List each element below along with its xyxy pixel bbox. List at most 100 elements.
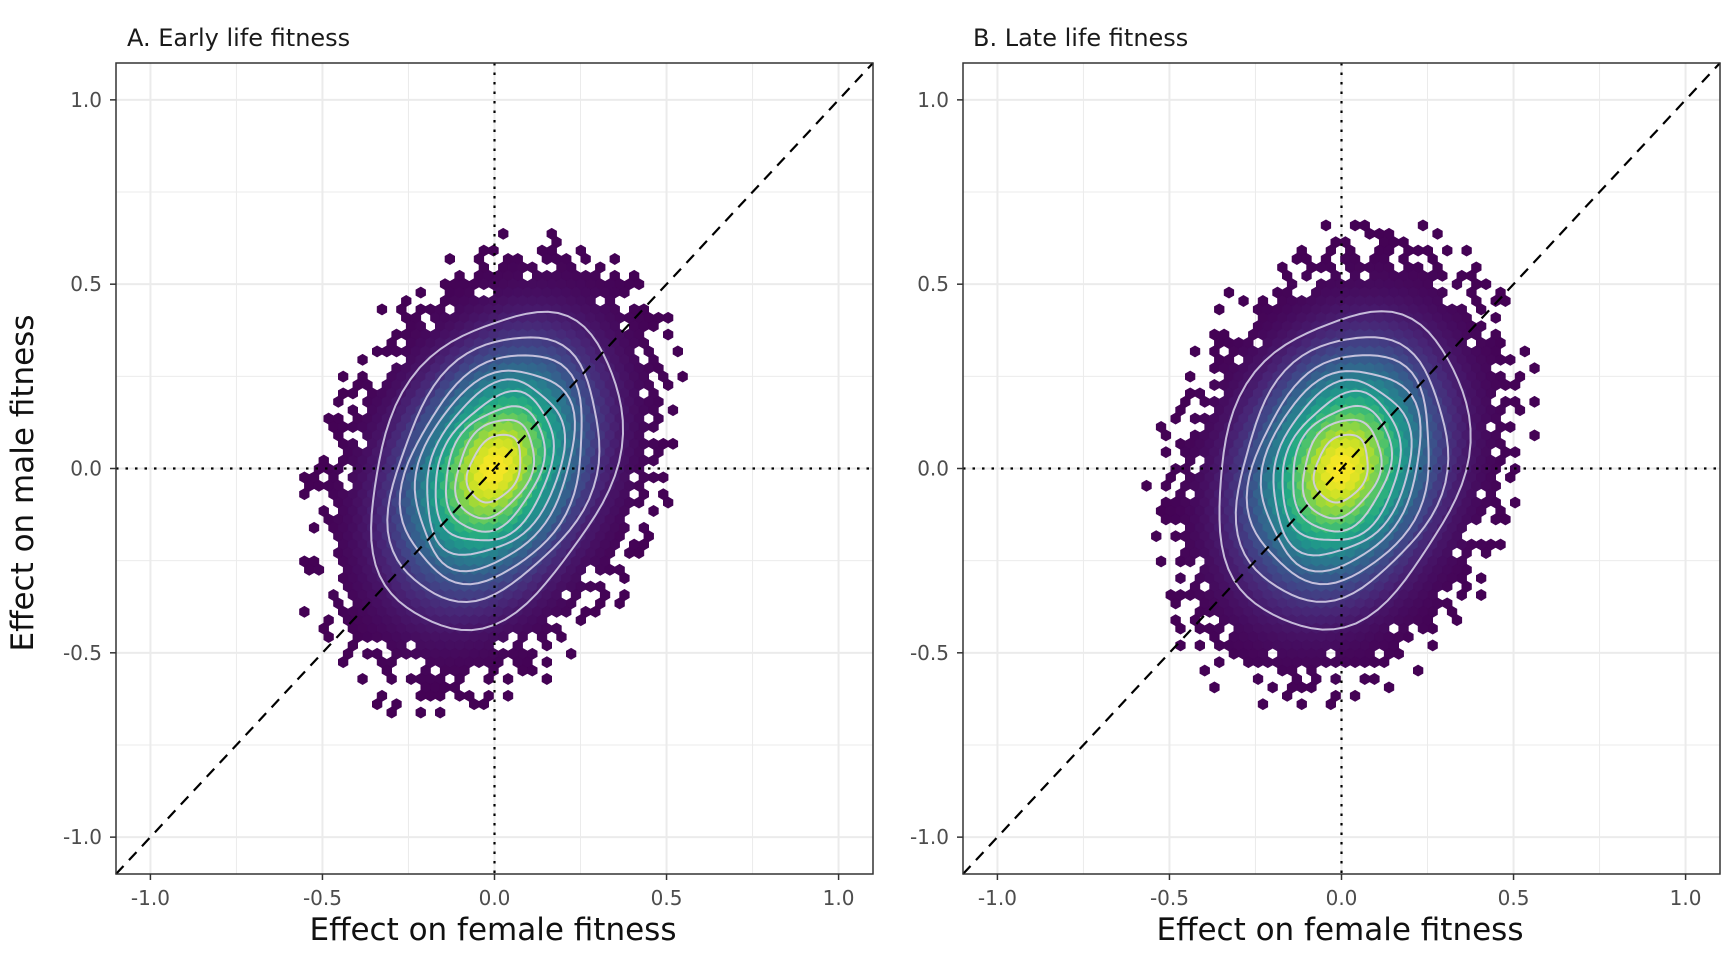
hexbin-cell xyxy=(1199,395,1210,408)
hexbin-cell xyxy=(434,689,446,702)
density-contour xyxy=(1281,389,1402,541)
hexbin-cell xyxy=(381,345,393,358)
y-tick-label: 1.0 xyxy=(917,88,949,112)
hexbin-cell xyxy=(1257,698,1269,711)
hexbin-cell xyxy=(1214,639,1225,652)
y-tick-label: 1.0 xyxy=(70,88,102,112)
hexbin-cell xyxy=(498,631,509,643)
hexbin-cell xyxy=(1330,656,1341,669)
hexbin-cell xyxy=(565,647,577,660)
hexbin-cell xyxy=(1214,303,1225,316)
hexbin-cell xyxy=(1514,404,1526,417)
panel-title: A. Early life fitness xyxy=(127,24,350,52)
density-contour xyxy=(413,369,576,573)
density-contour xyxy=(444,405,546,533)
hexbin-cell xyxy=(1500,379,1511,391)
hexbin-cell xyxy=(1451,278,1463,291)
hexbin-cell xyxy=(357,353,368,366)
hexbin-cell xyxy=(1359,673,1370,685)
hexbin-cell xyxy=(1306,681,1317,694)
identity-line xyxy=(962,62,1721,875)
hexbin-cell xyxy=(386,706,397,719)
y-tick-label: 0.0 xyxy=(70,457,102,481)
y-axis-label: Effect on male fitness xyxy=(5,315,41,652)
hexbin-cell xyxy=(1175,622,1186,635)
hexbin-cell xyxy=(551,605,562,618)
density-contour xyxy=(1292,404,1394,533)
hexbin-cell xyxy=(1427,622,1438,635)
hexbin-cell xyxy=(1349,689,1361,702)
hexbin-layer xyxy=(299,227,688,719)
hexbin-cell xyxy=(478,278,490,291)
y-tick-label: 0.5 xyxy=(917,272,949,296)
y-tick-label: -1.0 xyxy=(63,825,102,849)
hexbin-cell xyxy=(648,505,659,517)
density-contour xyxy=(1259,370,1422,573)
hexbin-cell xyxy=(662,328,674,341)
density-contour xyxy=(426,378,567,556)
hexbin-cell xyxy=(362,631,373,643)
hexbin-cell xyxy=(1228,647,1239,660)
y-tick-label: 0.5 xyxy=(70,272,102,296)
hexbin-cell xyxy=(614,597,625,610)
hexbin-cell xyxy=(1432,227,1443,240)
panel-title: B. Late life fitness xyxy=(973,24,1188,52)
hexbin-cell xyxy=(1199,664,1210,677)
hexbin-cell xyxy=(1480,547,1492,559)
hexbin-cell xyxy=(1529,395,1540,408)
hexbin-cell xyxy=(619,572,630,585)
hexbin-cell xyxy=(1262,656,1273,669)
panel-late-life: B. Late life fitness -1.0 -0.5 0.0 0.5 1.0-1… xyxy=(910,24,1721,948)
hexbin-cell xyxy=(1369,656,1380,669)
hexbin-cell xyxy=(585,580,596,593)
hexbin-cell xyxy=(1209,362,1220,375)
hexbin-cell xyxy=(1267,681,1278,694)
hexbin-cell xyxy=(1476,572,1487,585)
hexbin-cell xyxy=(1175,639,1186,652)
hexbin-cell xyxy=(371,698,383,711)
hexbin-cell xyxy=(1393,647,1404,660)
density-contour xyxy=(398,354,583,586)
hexbin-cell xyxy=(648,454,659,467)
density-contour xyxy=(1245,354,1430,586)
y-tick-label: -1.0 xyxy=(910,825,949,849)
hexbin-cell xyxy=(498,227,509,240)
hexbin-cell xyxy=(1330,673,1341,685)
panel-early-life: A. Early life fitness -1.0 -0.5 0.0 0.5 1.0-… xyxy=(63,24,874,948)
hexbin-cell xyxy=(473,656,485,669)
hexbin-cell xyxy=(405,673,417,685)
hexbin-cell xyxy=(556,631,567,643)
hexbin-cell xyxy=(1529,362,1540,375)
hexbin-cell xyxy=(1170,530,1181,543)
hexbin-cell xyxy=(502,673,514,685)
x-axis-label: Effect on female fitness xyxy=(310,912,677,948)
hexbin-cell xyxy=(1175,555,1186,568)
density-contour xyxy=(465,433,522,504)
hexbin-cell xyxy=(347,421,359,433)
hexbin-cell xyxy=(1519,345,1530,358)
hexbin-cell xyxy=(502,689,514,702)
hexbin-cell xyxy=(1160,446,1172,459)
hexbin-cell xyxy=(371,345,383,358)
hexbin-cell xyxy=(1442,244,1453,257)
hexbin-cell xyxy=(1296,681,1307,694)
hexbin-cell xyxy=(1529,429,1540,442)
hexbin-cell xyxy=(633,278,645,291)
density-contour xyxy=(434,389,555,542)
hexbin-cell xyxy=(376,303,388,316)
x-tick-label: 1.0 xyxy=(1670,886,1702,910)
hexbin-cell xyxy=(1155,555,1167,568)
hexbin-cell xyxy=(371,631,383,643)
hexbin-cell xyxy=(1364,227,1375,240)
hexbin-cell xyxy=(357,673,368,685)
hexbin-cell xyxy=(517,664,528,677)
contour-layer xyxy=(370,310,625,632)
hexbin-cell xyxy=(1417,622,1429,635)
density-contour xyxy=(386,336,601,604)
hexbin-cell xyxy=(304,563,315,576)
hexbin-cell xyxy=(313,479,325,492)
hexbin-cell xyxy=(1451,614,1463,627)
hexbin-cell xyxy=(333,395,344,408)
plot-area: -1.0 -0.5 0.0 0.5 1.0 -1.0 -0.5 0.0 0.5 1.0 xyxy=(63,62,874,910)
